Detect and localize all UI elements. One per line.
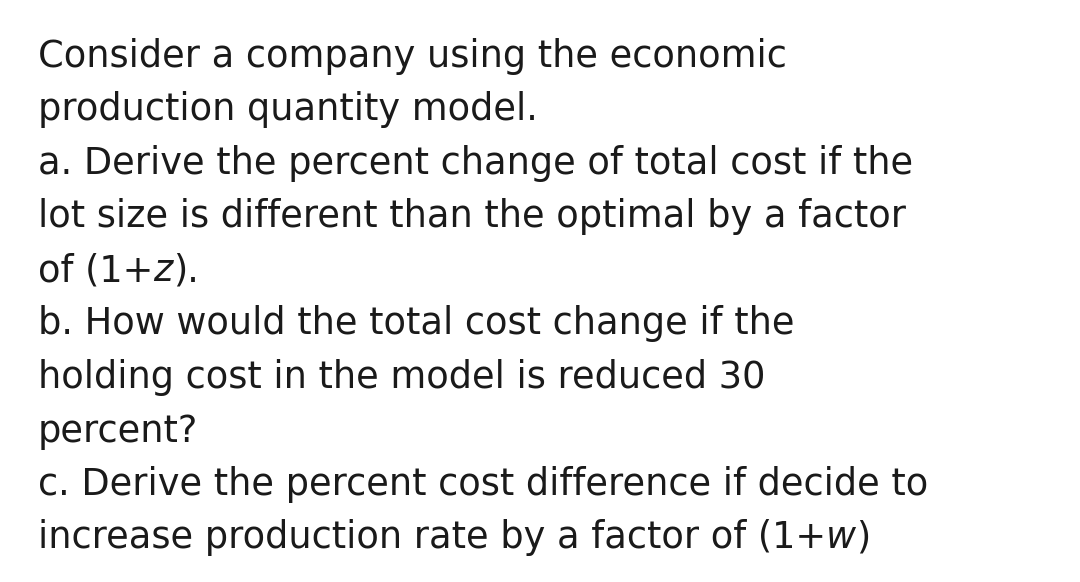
Text: holding cost in the model is reduced 30: holding cost in the model is reduced 30 <box>38 359 766 396</box>
Text: c. Derive the percent cost difference if decide to: c. Derive the percent cost difference if… <box>38 466 928 503</box>
Text: w: w <box>826 520 856 556</box>
Text: lot size is different than the optimal by a factor: lot size is different than the optimal b… <box>38 198 906 236</box>
Text: of (1+: of (1+ <box>38 252 153 289</box>
Text: percent?: percent? <box>38 413 199 449</box>
Text: production quantity model.: production quantity model. <box>38 91 538 129</box>
Text: ): ) <box>856 520 870 556</box>
Text: z: z <box>153 252 173 289</box>
Text: increase production rate by a factor of (1+: increase production rate by a factor of … <box>38 520 826 556</box>
Text: ).: ). <box>173 252 199 289</box>
Text: a. Derive the percent change of total cost if the: a. Derive the percent change of total co… <box>38 145 913 182</box>
Text: Consider a company using the economic: Consider a company using the economic <box>38 38 787 75</box>
Text: b. How would the total cost change if the: b. How would the total cost change if th… <box>38 306 795 342</box>
